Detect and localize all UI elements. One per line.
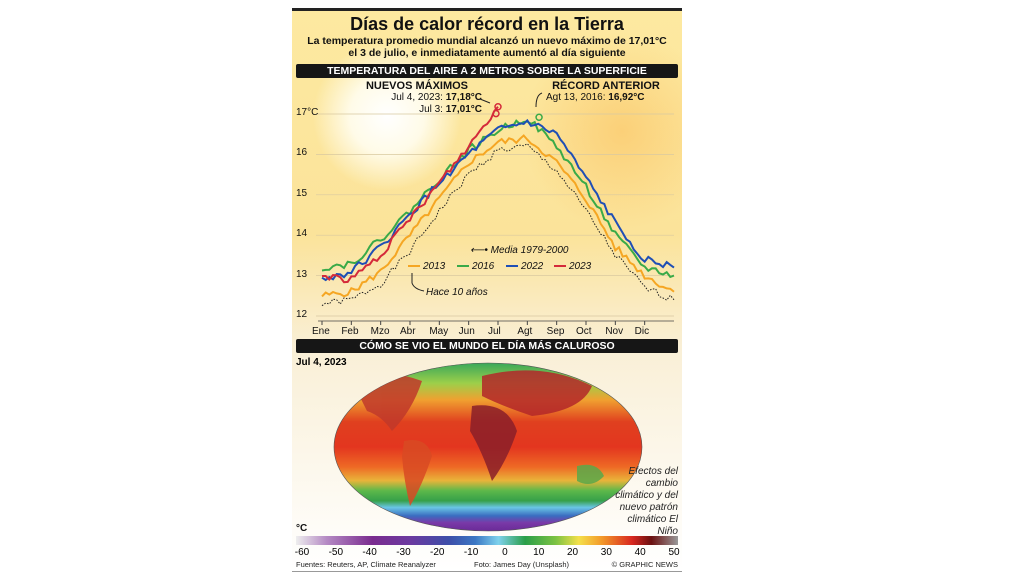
map-north-america — [352, 373, 422, 431]
colorbar-tick: -30 — [396, 547, 411, 558]
legend-label: 2016 — [472, 261, 495, 272]
new-max-arrow — [479, 98, 491, 104]
infographic: Días de calor récord en la Tierra La tem… — [292, 8, 682, 572]
colorbar-tick: -10 — [463, 547, 479, 558]
prev-record-value: 16,92°C — [608, 92, 645, 103]
section-header-chart: TEMPERATURA DEL AIRE A 2 METROS SOBRE LA… — [296, 64, 678, 78]
colorbar-tick: -20 — [430, 547, 445, 558]
x-tick-label: Sep — [546, 326, 565, 337]
series-2016-line — [321, 119, 675, 279]
x-tick-label: May — [429, 326, 449, 337]
colorbar-tick: -40 — [362, 547, 377, 558]
colorbar-unit: °C — [296, 523, 308, 534]
new-max-line2-value: 17,01°C — [445, 104, 482, 115]
section-header-map: CÓMO SE VIO EL MUNDO EL DÍA MÁS CALUROSO — [296, 339, 678, 353]
map-eurasia — [482, 370, 592, 416]
colorbar-tick: 50 — [668, 547, 680, 558]
copyright: © GRAPHIC NEWS — [611, 560, 678, 569]
prev-record-arrow — [535, 92, 543, 108]
sources: Fuentes: Reuters, AP, Climate Reanalyzer — [296, 560, 436, 569]
legend-swatch — [457, 265, 469, 268]
y-tick-label: 15 — [296, 187, 308, 199]
marker-jul3-2023 — [492, 109, 500, 118]
ten-years-arrow — [411, 273, 425, 292]
new-max-annotation: NUEVOS MÁXIMOS Jul 4, 2023: 17,18°C Jul … — [352, 80, 482, 116]
y-tick-label: 14 — [296, 228, 308, 240]
map-australia — [577, 464, 604, 485]
y-tick-label: 17°C — [296, 107, 319, 118]
legend-item-2013: 2013 — [408, 261, 445, 272]
new-max-line2-label: Jul 3: — [419, 104, 443, 115]
legend-mean-label: Media 1979-2000 — [490, 245, 569, 256]
legend-item-2022: 2022 — [506, 261, 543, 272]
color-scale-bar — [296, 536, 678, 545]
x-tick-label: Agt — [517, 326, 533, 337]
new-max-heading: NUEVOS MÁXIMOS — [365, 80, 469, 92]
x-tick-label: Dic — [634, 326, 650, 337]
colorbar-tick: 10 — [533, 547, 545, 558]
x-tick-label: Ene — [312, 326, 330, 337]
x-tick-label: Jul — [488, 326, 501, 337]
prev-record-annotation: RÉCORD ANTERIOR Agt 13, 2016: 16,92°C — [546, 80, 666, 104]
legend-label: 2013 — [423, 261, 446, 272]
prev-record-heading: RÉCORD ANTERIOR — [552, 80, 660, 92]
x-tick-label: Oct — [576, 326, 592, 337]
colorbar-tick: -60 — [294, 547, 310, 558]
new-max-line1-value: 17,18°C — [445, 92, 482, 103]
colorbar-tick: 20 — [566, 547, 579, 558]
colorbar-tick: -50 — [328, 547, 344, 558]
series-2022-line — [321, 118, 675, 282]
legend-mean: ⟵• Media 1979-2000 — [470, 245, 569, 256]
legend-swatch — [554, 265, 566, 268]
y-tick-label: 13 — [296, 268, 308, 280]
series-2023-line — [322, 106, 499, 284]
map-south-america — [402, 440, 432, 506]
map-note: Efectos del cambio climático y del nuevo… — [615, 466, 678, 537]
new-max-line1-label: Jul 4, 2023: — [391, 92, 443, 103]
marker-2016-record — [535, 113, 543, 121]
x-tick-label: Abr — [400, 326, 416, 337]
photo-credit: Foto: James Day (Unsplash) — [474, 560, 570, 569]
colorbar-tick: 40 — [634, 547, 646, 558]
y-tick-label: 12 — [296, 309, 308, 320]
marker-jul4-2023 — [494, 102, 502, 111]
legend-swatch — [506, 265, 518, 268]
legend-item-2023: 2023 — [554, 261, 591, 272]
legend-swatch — [408, 265, 420, 268]
map-africa — [470, 405, 517, 481]
prev-record-label: Agt 13, 2016: — [546, 92, 606, 103]
x-tick-label: Nov — [605, 326, 624, 337]
colorbar-tick: 0 — [502, 547, 508, 558]
ten-years-note: Hace 10 años — [426, 287, 488, 298]
legend-label: 2022 — [521, 261, 544, 272]
page-title: Días de calor récord en la Tierra — [350, 14, 624, 34]
x-tick-label: Jun — [458, 326, 475, 337]
series-mean-line — [321, 143, 675, 307]
series-2013-line — [321, 134, 675, 298]
subtitle: La temperatura promedio mundial alcanzó … — [307, 35, 667, 59]
x-tick-label: Feb — [341, 326, 359, 337]
y-tick-label: 16 — [296, 147, 308, 159]
x-tick-label: Mzo — [370, 326, 390, 337]
legend-label: 2023 — [569, 261, 592, 272]
line-chart — [316, 92, 675, 325]
legend-item-2016: 2016 — [457, 261, 494, 272]
colorbar-tick: 30 — [600, 547, 612, 558]
map-date: Jul 4, 2023 — [296, 357, 347, 368]
